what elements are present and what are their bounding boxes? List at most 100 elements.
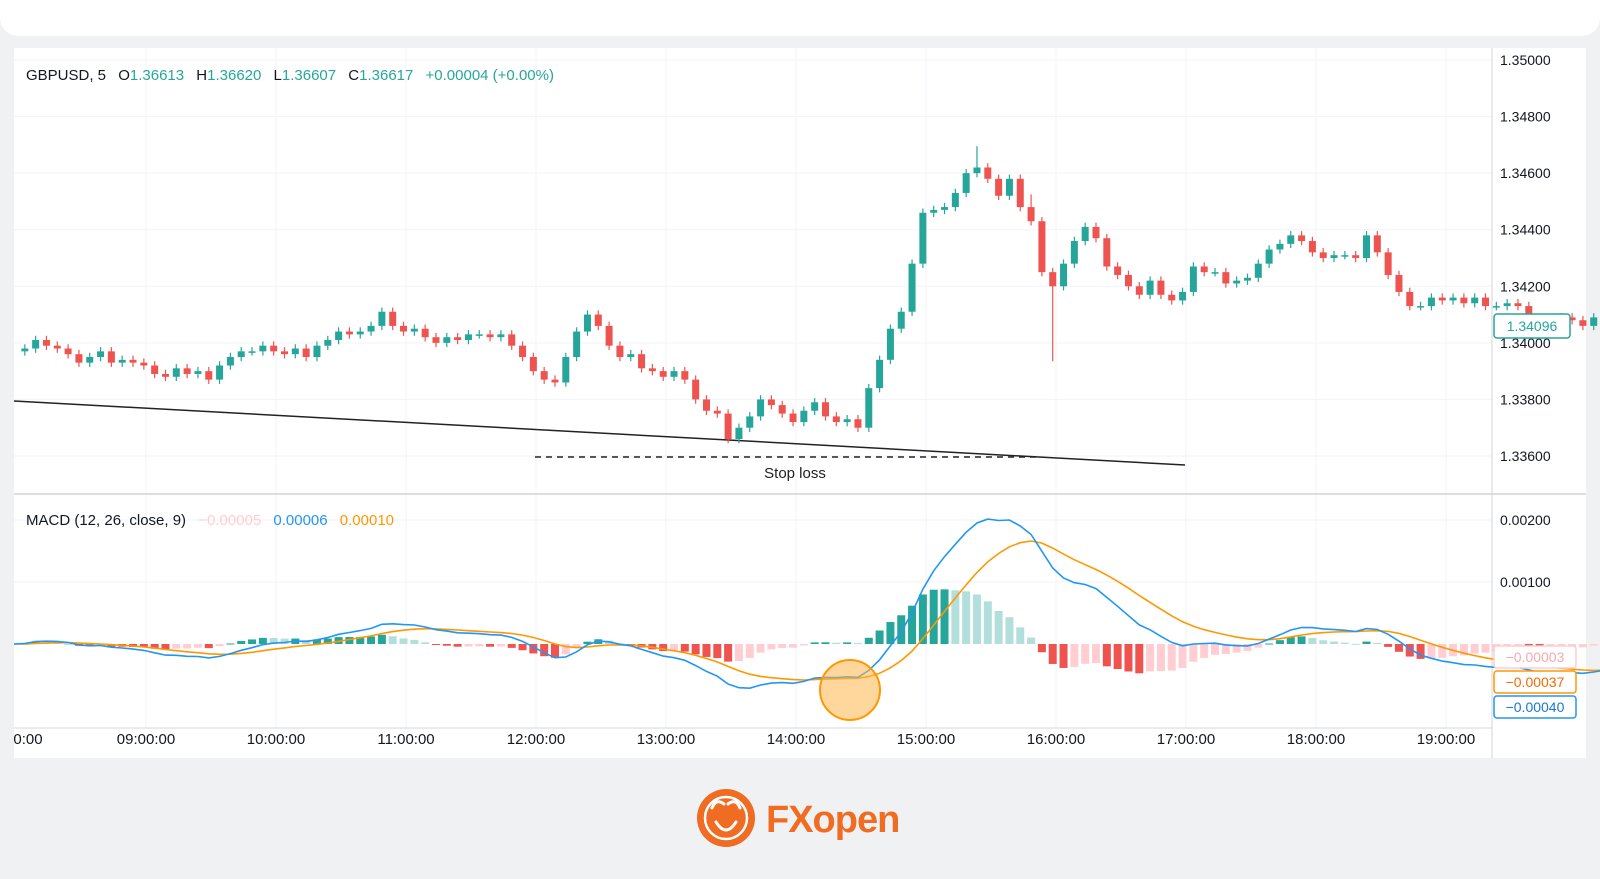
candle-body bbox=[670, 371, 678, 377]
top-card-strip bbox=[0, 0, 1600, 36]
histogram-bar bbox=[789, 644, 798, 648]
histogram-bar bbox=[767, 644, 776, 650]
histogram-bar bbox=[1351, 643, 1360, 645]
histogram-bar bbox=[529, 644, 538, 654]
candle-body bbox=[1233, 280, 1241, 284]
candle-body bbox=[1103, 238, 1111, 267]
histogram-bar bbox=[1243, 644, 1252, 652]
low-value: 1.36607 bbox=[282, 67, 336, 84]
histogram-bar bbox=[410, 639, 419, 644]
histogram-bar bbox=[248, 639, 257, 644]
candle-body bbox=[1503, 303, 1511, 307]
histogram-bar bbox=[1178, 644, 1187, 668]
price-tick-label: 1.34000 bbox=[1500, 335, 1551, 351]
candle-body bbox=[930, 209, 938, 213]
candle-body bbox=[205, 371, 213, 380]
time-tick-label: 12:00:00 bbox=[507, 731, 565, 748]
candle-body bbox=[1243, 277, 1251, 281]
candle-body bbox=[594, 314, 602, 326]
macd-badge-text: −0.00040 bbox=[1506, 699, 1565, 715]
time-axis: 0:00 09:00:00 10:00:00 11:00:00 12:00:00 13:0… bbox=[13, 731, 1475, 748]
candle-body bbox=[42, 340, 50, 346]
candle-body bbox=[1146, 280, 1154, 295]
histogram-bar bbox=[1384, 644, 1393, 647]
candle-body bbox=[1254, 263, 1262, 278]
candle-body bbox=[605, 325, 613, 346]
bull-emblem-inner bbox=[703, 795, 749, 841]
histogram-bar bbox=[453, 644, 462, 647]
candle-body bbox=[692, 379, 700, 400]
high-value: 1.36620 bbox=[207, 67, 261, 84]
candle-body bbox=[951, 192, 959, 208]
macd-name: MACD (12, 26, close, 9) bbox=[26, 512, 186, 529]
histogram-bar bbox=[1470, 644, 1479, 654]
price-legend: GBPUSD, 5 O1.36613 H1.36620 L1.36607 C1.… bbox=[26, 67, 554, 84]
macd-line bbox=[13, 518, 1600, 690]
candle-body bbox=[389, 311, 397, 326]
candle-body bbox=[508, 334, 516, 346]
histogram-bar bbox=[312, 639, 321, 644]
histogram-bar bbox=[1048, 644, 1057, 664]
change-value: +0.00004 (+0.00%) bbox=[426, 67, 554, 84]
candle-body bbox=[865, 388, 873, 428]
candle-body bbox=[151, 365, 159, 374]
candle-body bbox=[1525, 306, 1533, 321]
histogram-bar bbox=[1189, 644, 1198, 662]
candle-body bbox=[659, 371, 667, 377]
candle-body bbox=[1330, 255, 1338, 258]
candle-body bbox=[378, 311, 386, 326]
histogram-bar bbox=[983, 601, 992, 644]
candle-body bbox=[1438, 297, 1446, 301]
histogram-bar bbox=[670, 644, 679, 651]
candle-body bbox=[421, 328, 429, 338]
histogram-bar bbox=[1438, 644, 1447, 658]
candle-body bbox=[800, 410, 808, 423]
histogram-bar bbox=[1394, 644, 1403, 652]
histogram-bar bbox=[1027, 637, 1036, 644]
histogram-bar bbox=[886, 622, 895, 644]
price-tick-label: 1.34800 bbox=[1500, 109, 1551, 125]
candle-body bbox=[335, 331, 343, 341]
histogram-bar bbox=[1330, 641, 1339, 644]
histogram-bar bbox=[421, 642, 430, 644]
candle-body bbox=[757, 399, 765, 417]
candle-body bbox=[1341, 255, 1349, 257]
histogram-bar bbox=[962, 591, 971, 644]
candle-body bbox=[843, 419, 851, 423]
candle-body bbox=[832, 416, 840, 423]
crossover-highlight bbox=[819, 659, 881, 721]
candle-body bbox=[497, 334, 505, 338]
candle-body bbox=[1373, 235, 1381, 253]
histogram-bar bbox=[486, 644, 495, 647]
histogram-bar bbox=[1102, 644, 1111, 667]
histogram-bar bbox=[1113, 644, 1122, 669]
grid bbox=[14, 48, 1492, 728]
histogram-bar bbox=[193, 644, 202, 648]
candle-body bbox=[1352, 255, 1360, 258]
histogram-bar bbox=[821, 642, 830, 644]
histogram-bar bbox=[994, 610, 1003, 644]
histogram-bar bbox=[1589, 644, 1598, 646]
time-tick-label: 15:00:00 bbox=[897, 731, 955, 748]
candle-body bbox=[1049, 272, 1057, 287]
histogram-bar bbox=[442, 644, 451, 646]
candle-body bbox=[1070, 241, 1078, 264]
histogram-bar bbox=[1254, 644, 1263, 648]
candle-body bbox=[237, 351, 245, 357]
histogram-bar bbox=[215, 644, 224, 647]
candle-body bbox=[1060, 263, 1068, 287]
candle-body bbox=[1124, 274, 1132, 287]
histogram-bar bbox=[367, 636, 376, 644]
candle-body bbox=[443, 337, 451, 343]
time-tick-label: 18:00:00 bbox=[1287, 731, 1345, 748]
histogram-bar bbox=[345, 636, 354, 644]
candle-body bbox=[194, 371, 202, 374]
candle-body bbox=[75, 354, 83, 363]
histogram-bar bbox=[269, 637, 278, 644]
histogram-bar bbox=[323, 638, 332, 644]
candle-body bbox=[702, 399, 710, 411]
current-price-badge bbox=[1493, 313, 1571, 339]
histogram-bar bbox=[1481, 644, 1490, 653]
candle-body bbox=[216, 365, 224, 380]
